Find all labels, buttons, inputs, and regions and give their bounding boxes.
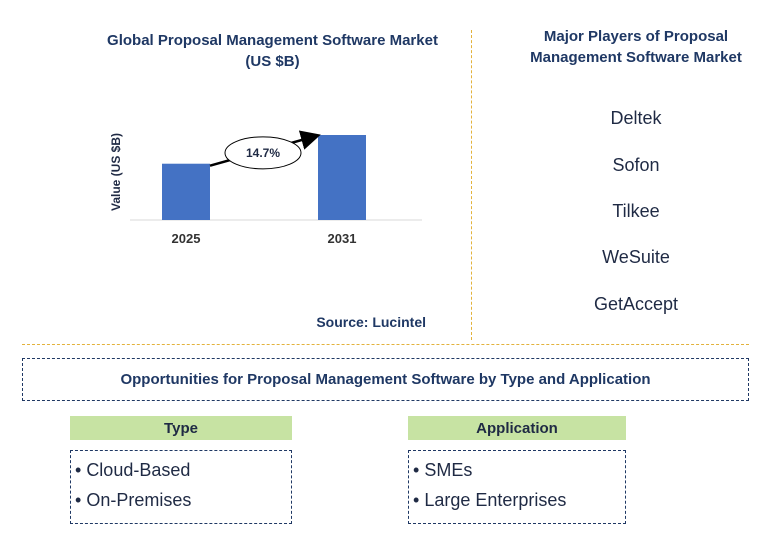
bar-chart: Value (US $B) 2025 2031 14.7% (109, 130, 422, 246)
bar-2025 (162, 163, 210, 220)
application-header: Application (408, 416, 626, 440)
bar-2031 (318, 135, 366, 220)
cagr-annotation: 14.7% (209, 130, 321, 170)
player-item: WeSuite (602, 247, 670, 267)
cagr-label: 14.7% (246, 146, 280, 160)
vertical-divider (471, 30, 472, 340)
players-title: Major Players of Proposal Management Sof… (530, 28, 742, 66)
player-item: Tilkee (612, 201, 660, 221)
chart-title: Global Proposal Management Software Mark… (107, 32, 438, 70)
x-tick-label: 2025 (172, 231, 201, 246)
type-item-label: Cloud-Based (86, 460, 191, 480)
application-item-label: SMEs (424, 460, 473, 480)
y-axis-label: Value (US $B) (109, 133, 123, 211)
player-item: Sofon (612, 155, 660, 175)
player-item: GetAccept (593, 294, 679, 314)
horizontal-divider (22, 344, 749, 345)
opportunities-title: Opportunities for Proposal Management So… (120, 371, 651, 388)
application-item-label: Large Enterprises (424, 490, 567, 510)
type-list: • Cloud-Based • On-Premises (70, 450, 292, 524)
list-item: • Cloud-Based (75, 460, 191, 480)
source-label: Source: Lucintel (316, 314, 426, 330)
type-header: Type (70, 416, 292, 440)
type-item-label: On-Premises (86, 490, 192, 510)
opportunities-banner: Opportunities for Proposal Management So… (22, 358, 749, 401)
application-header-label: Application (476, 419, 558, 437)
player-item: Deltek (610, 108, 662, 128)
list-item: • SMEs (413, 460, 473, 480)
x-tick-label: 2031 (328, 231, 357, 246)
cagr-ellipse (224, 136, 302, 170)
list-item: • On-Premises (75, 490, 192, 510)
application-list: • SMEs • Large Enterprises (408, 450, 626, 524)
type-header-label: Type (164, 419, 198, 437)
list-item: • Large Enterprises (413, 490, 567, 510)
